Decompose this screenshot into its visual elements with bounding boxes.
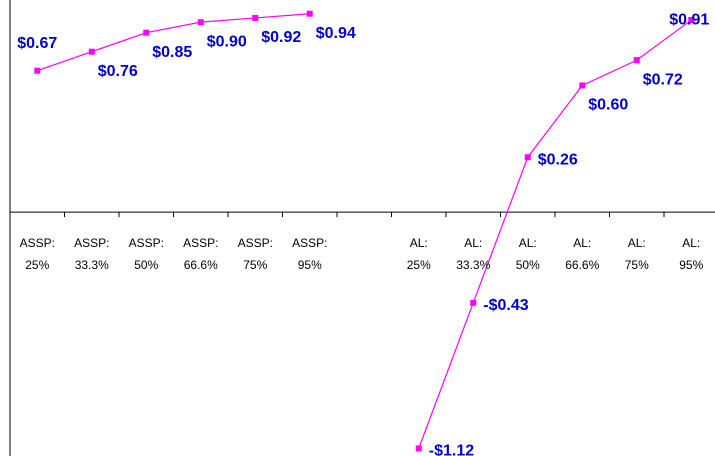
x-tick-label: AL: 33.3% [456, 236, 491, 272]
marker [34, 67, 41, 74]
data-label: $0.85 [152, 44, 192, 61]
marker [579, 82, 586, 89]
data-label: $0.94 [316, 25, 356, 42]
data-label: -$1.12 [429, 443, 474, 456]
x-tick-label: AL: 66.6% [565, 236, 600, 272]
x-tick-label: ASSP: 25% [19, 236, 55, 272]
x-tick-label: AL: 95% [679, 236, 704, 272]
x-tick-label: ASSP: 50% [128, 236, 164, 272]
x-tick-label: ASSP: 75% [237, 236, 273, 272]
marker [88, 48, 95, 55]
x-tick-label: AL: 25% [406, 236, 431, 272]
marker [524, 154, 531, 161]
data-label: $0.26 [538, 151, 578, 168]
marker [415, 445, 422, 452]
marker [633, 57, 640, 64]
marker [143, 29, 150, 36]
marker [252, 14, 259, 21]
data-label: $0.90 [207, 33, 247, 50]
x-tick-label: AL: 50% [515, 236, 540, 272]
marker [470, 299, 477, 306]
line [37, 13, 692, 449]
data-label: $0.76 [98, 63, 138, 80]
x-tick-label: ASSP: 66.6% [183, 236, 219, 272]
data-label: $0.91 [669, 11, 709, 28]
data-label: -$0.43 [483, 297, 528, 314]
data-label: $0.92 [261, 29, 301, 46]
data-label: $0.60 [588, 97, 628, 114]
x-tick-label: AL: 75% [624, 236, 649, 272]
data-label: $0.72 [643, 71, 683, 88]
marker [688, 17, 695, 24]
x-tick-label: ASSP: 95% [292, 236, 328, 272]
x-tick-label: ASSP: 33.3% [74, 236, 110, 272]
data-label: $0.67 [17, 35, 57, 52]
marker [306, 10, 313, 17]
marker [197, 19, 204, 26]
